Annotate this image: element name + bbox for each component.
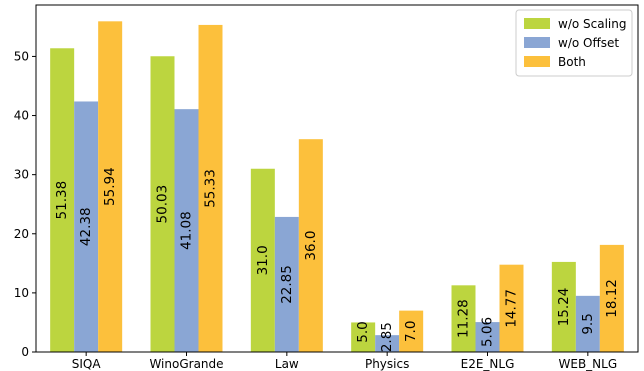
bar-web-nlg-series-0 [551, 261, 576, 352]
bar-web-nlg-series-1 [575, 295, 600, 352]
bar-physics-series-0 [351, 322, 376, 352]
legend-swatch [524, 37, 550, 48]
bar-value-label: 5.06 [480, 317, 496, 347]
bar-value-label: 22.85 [279, 265, 295, 304]
bar-value-label: 15.24 [556, 288, 572, 327]
bar-labels-group: 51.38 50.03 31.0 5.0 11.28 15.24 42.38 41.08 22.… [54, 167, 620, 352]
legend-swatch [524, 56, 550, 67]
bar-value-label: 5.0 [355, 321, 371, 342]
y-tick-label: 50 [14, 49, 29, 63]
legend-label: w/o Scaling [558, 17, 626, 31]
bar-winogrande-series-1 [174, 109, 199, 352]
bar-winogrande-series-0 [150, 56, 175, 353]
bar-web-nlg-series-2 [599, 244, 624, 352]
x-tick-label: Physics [365, 357, 409, 371]
x-tick-label: Law [275, 357, 299, 371]
x-tick-label: E2E_NLG [461, 357, 515, 371]
bar-law-series-2 [298, 139, 323, 352]
y-axis: 0 10 20 30 40 50 [14, 49, 36, 359]
bar-value-label: 18.12 [604, 279, 620, 318]
plot-frame [35, 4, 639, 353]
bar-value-label: 55.94 [102, 167, 118, 206]
x-tick-label: SIQA [72, 357, 102, 371]
bar-physics-series-2 [399, 310, 424, 352]
bar-siqa-series-2 [98, 21, 123, 353]
y-tick-label: 30 [14, 168, 29, 182]
bar-e2e-nlg-series-0 [451, 285, 476, 352]
y-tick-label: 0 [21, 345, 29, 359]
x-tick-label: WinoGrande [149, 357, 223, 371]
bar-value-label: 31.0 [255, 245, 271, 275]
bar-value-label: 36.0 [303, 231, 319, 261]
bar-value-label: 14.77 [504, 289, 520, 328]
bar-e2e-nlg-series-1 [475, 322, 500, 352]
bar-value-label: 2.85 [379, 322, 395, 352]
legend-swatch [524, 18, 550, 29]
legend: w/o Scaling w/o Offset Both [515, 9, 633, 77]
bar-value-label: 9.5 [580, 313, 596, 334]
y-tick-label: 40 [14, 109, 29, 123]
y-tick-label: 10 [14, 286, 29, 300]
bar-value-label: 50.03 [155, 185, 171, 224]
bar-siqa-series-1 [74, 101, 99, 352]
bar-e2e-nlg-series-2 [499, 264, 524, 352]
bar-siqa-series-0 [50, 48, 75, 353]
bar-value-label: 42.38 [78, 207, 94, 246]
bars-group [50, 21, 624, 353]
y-tick-label: 20 [14, 227, 29, 241]
bar-winogrande-series-2 [198, 24, 223, 352]
x-tick-label: WEB_NLG [559, 357, 618, 371]
legend-label: w/o Offset [558, 36, 619, 50]
bar-law-series-1 [274, 216, 299, 352]
bar-value-label: 7.0 [403, 321, 419, 342]
x-axis: SIQA WinoGrande Law Physics E2E_NLG WEB_NLG [72, 352, 617, 371]
bar-value-label: 51.38 [54, 181, 70, 220]
legend-label: Both [558, 55, 586, 69]
bar-law-series-0 [250, 168, 275, 352]
bar-value-label: 55.33 [203, 169, 219, 208]
bar-value-label: 41.08 [179, 211, 195, 250]
bar-physics-series-1 [375, 335, 400, 352]
bar-value-label: 11.28 [456, 299, 472, 338]
